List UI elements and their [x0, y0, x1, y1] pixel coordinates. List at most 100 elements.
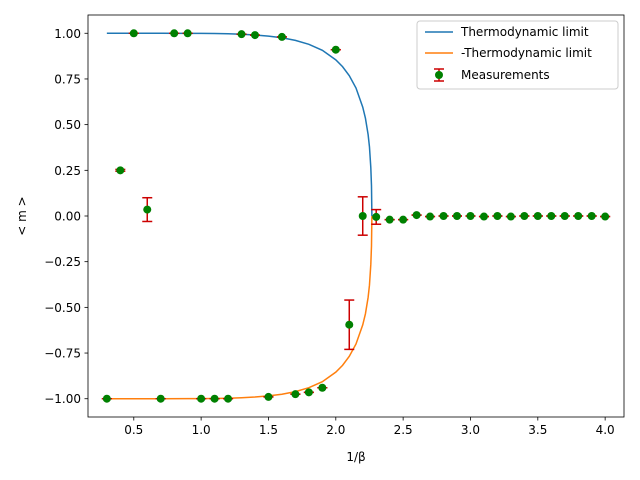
measurement-point	[559, 212, 570, 220]
measurement-point	[411, 211, 422, 220]
measurement-point	[317, 383, 328, 392]
measurement-marker	[560, 212, 569, 220]
measurement-marker	[385, 215, 394, 224]
measurement-marker	[547, 212, 556, 220]
measurement-marker	[331, 45, 340, 54]
measurement-marker	[587, 212, 596, 220]
measurement-marker	[506, 212, 515, 221]
measurement-marker	[264, 392, 273, 401]
measurement-point	[452, 212, 463, 220]
measurement-point	[155, 394, 166, 403]
y-tick-label: −1.00	[44, 392, 81, 406]
measurement-marker	[574, 212, 583, 220]
y-axis-label: < m >	[15, 196, 29, 235]
y-tick-label: 0.50	[54, 118, 81, 132]
measurement-point	[182, 29, 193, 38]
measurement-point	[465, 212, 476, 220]
measurement-point	[169, 29, 180, 38]
plot-content	[101, 29, 611, 403]
measurement-point	[303, 388, 314, 397]
x-tick-label: 4.0	[596, 423, 615, 437]
measurement-marker	[156, 394, 165, 403]
measurement-point	[398, 215, 409, 224]
x-tick-label: 1.5	[259, 423, 278, 437]
measurement-marker	[318, 383, 327, 392]
legend-label-measurements: Measurements	[461, 68, 550, 82]
x-tick-label: 1.0	[192, 423, 211, 437]
legend-box	[416, 20, 619, 90]
measurement-point	[290, 390, 301, 399]
measurement-point	[492, 212, 503, 220]
y-tick-label: −0.50	[44, 301, 81, 315]
measurement-point	[276, 32, 287, 41]
measurement-marker	[250, 31, 259, 40]
measurement-marker	[412, 211, 421, 220]
measurement-point	[330, 45, 341, 54]
measurement-marker	[439, 212, 448, 220]
measurement-marker	[493, 212, 502, 220]
measurement-marker	[291, 390, 300, 399]
measurement-marker	[399, 215, 408, 224]
measurement-point	[532, 212, 543, 220]
measurement-point	[425, 212, 436, 221]
measurement-point	[223, 394, 234, 403]
y-tick-label: 0.75	[54, 72, 81, 86]
y-axis-ticks: −1.00 −0.75 −0.50 −0.25 0.00 0.25 0.50 0.75 1.00	[44, 27, 88, 406]
legend-marker	[435, 71, 443, 79]
measurement-point	[438, 212, 449, 220]
x-tick-label: 2.5	[394, 423, 413, 437]
legend-swatch-measurements	[434, 68, 444, 82]
measurement-marker	[426, 212, 435, 221]
y-tick-label: 1.00	[54, 27, 81, 41]
measurement-marker	[358, 212, 367, 220]
measurement-point	[573, 212, 584, 220]
measurement-marker	[197, 394, 206, 403]
measurement-marker	[183, 29, 192, 38]
y-tick-label: −0.25	[44, 255, 81, 269]
measurement-point	[357, 196, 368, 236]
legend-label-neg-thermodynamic-limit: -Thermodynamic limit	[461, 46, 592, 60]
measurement-marker	[102, 394, 111, 403]
x-tick-label: 3.0	[461, 423, 480, 437]
measurement-marker	[210, 394, 219, 403]
measurement-marker	[520, 212, 529, 220]
measurement-marker	[143, 205, 152, 214]
measurement-marker	[277, 32, 286, 41]
measurement-marker	[345, 320, 354, 329]
x-tick-label: 2.0	[326, 423, 345, 437]
measurement-point	[371, 208, 382, 225]
measurement-point	[600, 212, 611, 221]
measurement-marker	[304, 388, 313, 397]
measurement-point	[586, 212, 597, 220]
measurement-marker	[453, 212, 462, 220]
measurement-marker	[224, 394, 233, 403]
series-measurements	[101, 29, 611, 403]
measurement-point	[101, 394, 112, 403]
measurement-marker	[601, 212, 610, 221]
measurement-point	[209, 394, 220, 403]
measurement-marker	[116, 166, 125, 175]
measurement-point	[384, 215, 395, 224]
measurement-point	[546, 212, 557, 220]
measurement-point	[236, 30, 247, 39]
measurement-point	[249, 31, 260, 40]
y-tick-label: 0.25	[54, 164, 81, 178]
measurement-point	[519, 212, 530, 220]
x-axis-ticks: 0.5 1.0 1.5 2.0 2.5 3.0 3.5 4.0	[124, 417, 615, 437]
x-axis-label: 1/β	[346, 450, 365, 464]
x-tick-label: 3.5	[528, 423, 547, 437]
measurement-point	[263, 392, 274, 401]
y-tick-label: −0.75	[44, 347, 81, 361]
measurement-point	[142, 196, 153, 223]
legend: Thermodynamic limit -Thermodynamic limit…	[416, 20, 619, 90]
x-tick-label: 0.5	[124, 423, 143, 437]
series-line-thermodynamic-limit	[106, 32, 373, 217]
measurement-marker	[129, 29, 138, 38]
measurement-point	[196, 394, 207, 403]
measurement-point	[344, 299, 355, 351]
measurement-marker	[479, 212, 488, 221]
measurement-point	[505, 212, 516, 221]
measurement-point	[128, 29, 139, 38]
measurement-point	[478, 212, 489, 221]
